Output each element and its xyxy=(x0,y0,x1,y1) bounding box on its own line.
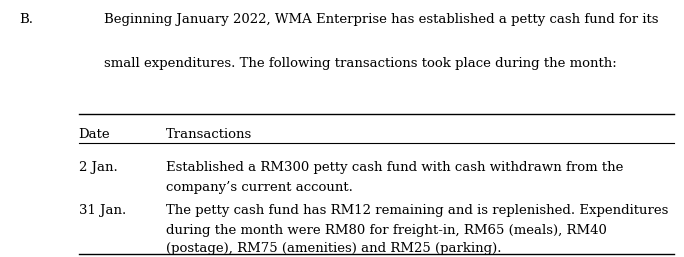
Text: The petty cash fund has RM12 remaining and is replenished. Expenditures: The petty cash fund has RM12 remaining a… xyxy=(166,204,668,217)
Text: (postage), RM75 (amenities) and RM25 (parking).: (postage), RM75 (amenities) and RM25 (pa… xyxy=(166,242,501,255)
Text: 2 Jan.: 2 Jan. xyxy=(79,161,118,174)
Text: Date: Date xyxy=(79,128,110,142)
Text: company’s current account.: company’s current account. xyxy=(166,181,353,194)
Text: Transactions: Transactions xyxy=(166,128,252,142)
Text: B.: B. xyxy=(19,13,33,26)
Text: Beginning January 2022, WMA Enterprise has established a petty cash fund for its: Beginning January 2022, WMA Enterprise h… xyxy=(104,13,659,26)
Text: 31 Jan.: 31 Jan. xyxy=(79,204,126,217)
Text: during the month were RM80 for freight-in, RM65 (meals), RM40: during the month were RM80 for freight-i… xyxy=(166,224,607,237)
Text: small expenditures. The following transactions took place during the month:: small expenditures. The following transa… xyxy=(104,57,617,70)
Text: Established a RM300 petty cash fund with cash withdrawn from the: Established a RM300 petty cash fund with… xyxy=(166,161,624,174)
